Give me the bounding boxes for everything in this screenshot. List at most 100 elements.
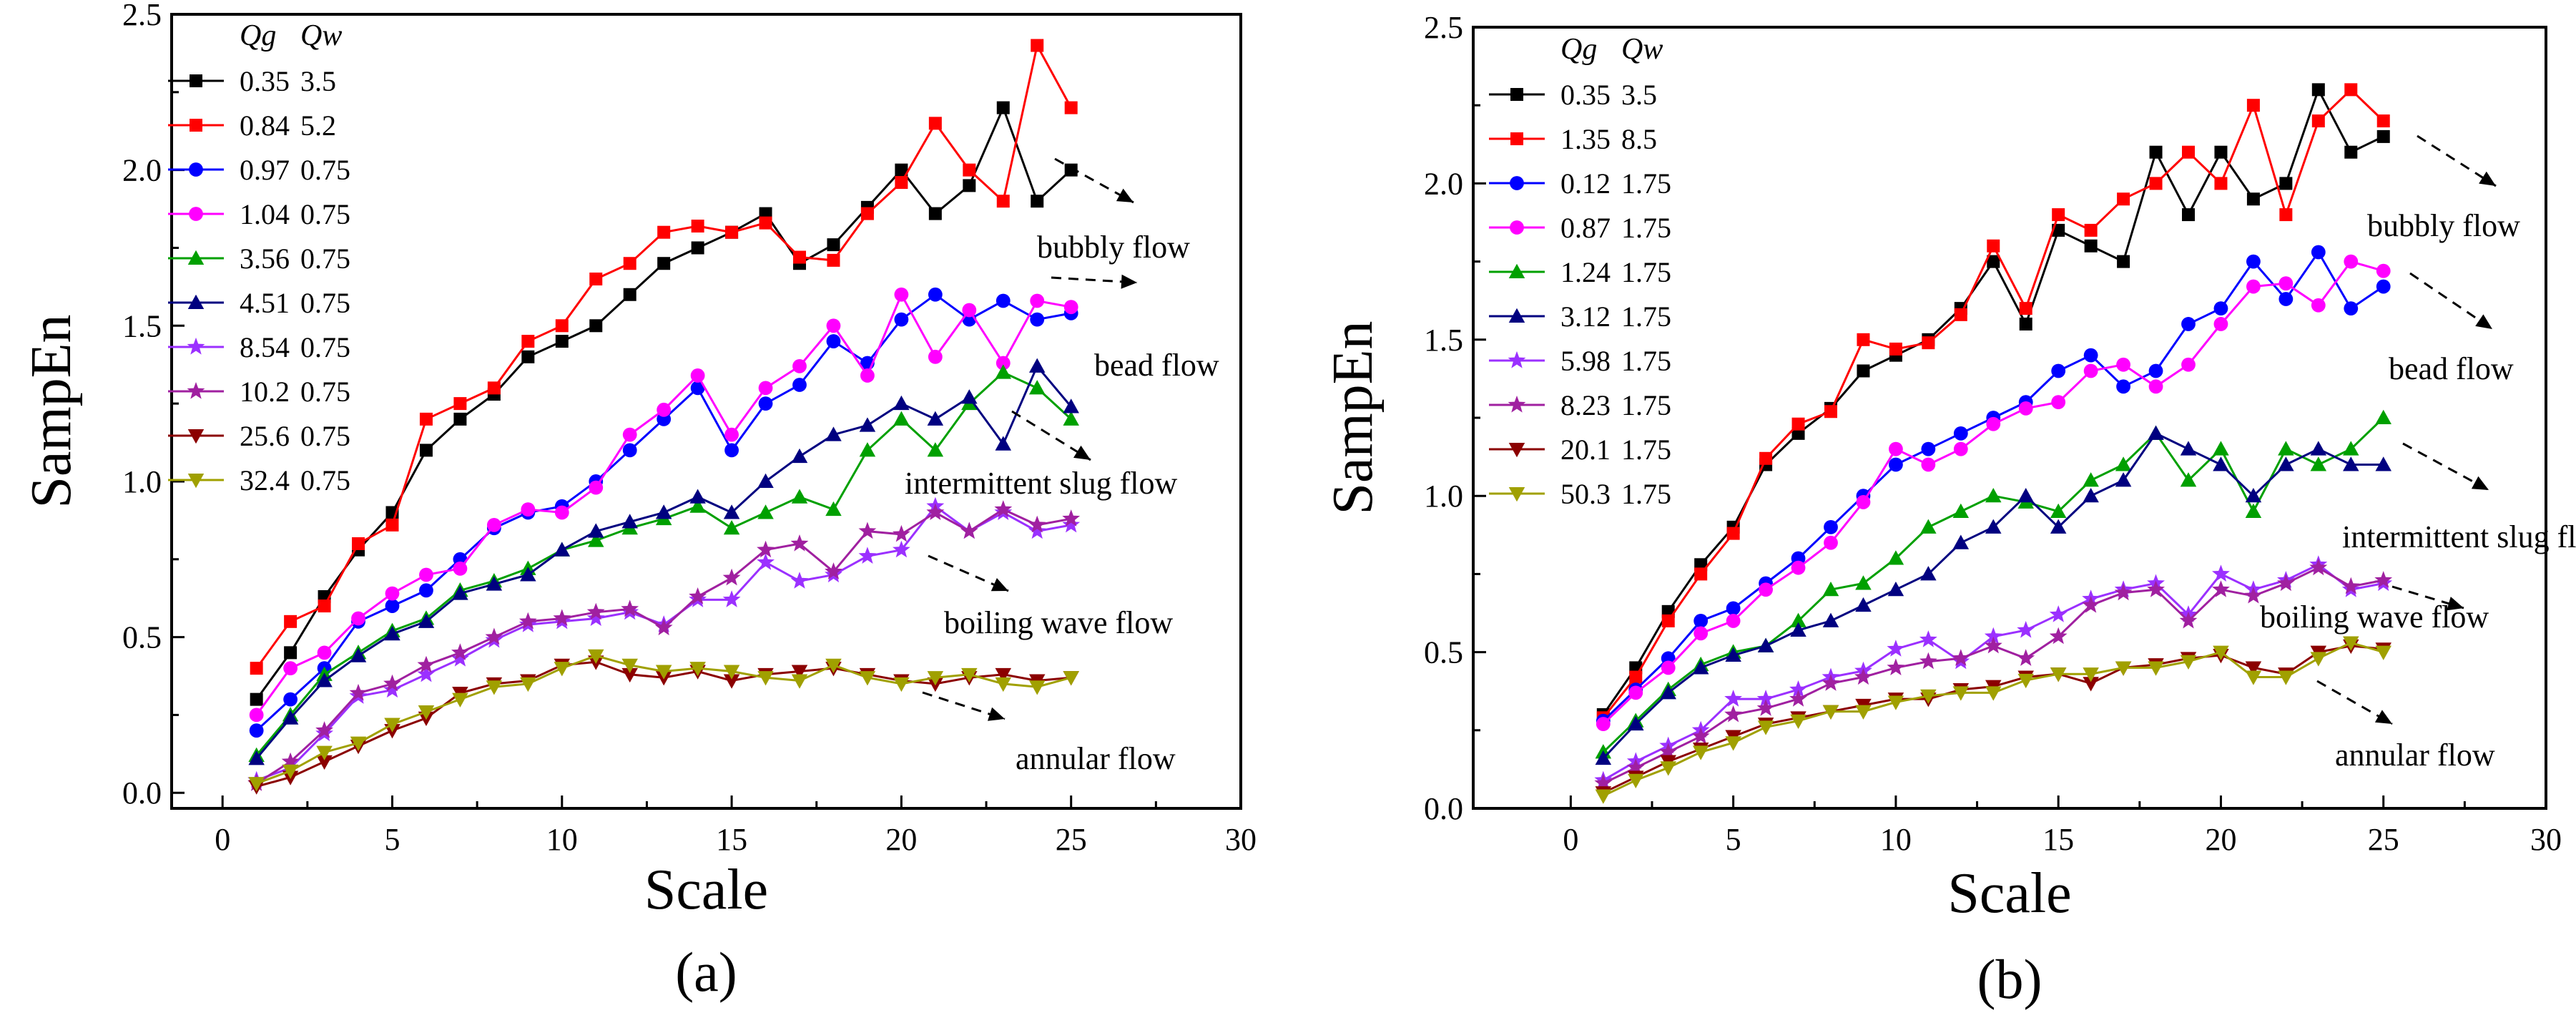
data-point: [555, 335, 569, 348]
data-point: [1725, 736, 1741, 751]
data-point: [655, 504, 672, 519]
annotation-label: intermittent slug flow: [2342, 519, 2576, 554]
data-point: [2115, 456, 2132, 471]
data-point: [521, 335, 535, 348]
data-point: [589, 273, 603, 285]
data-point: [1063, 300, 1078, 315]
legend-qg: 0.97: [240, 154, 290, 186]
data-point: [2343, 636, 2359, 651]
data-point: [1594, 774, 1613, 791]
data-point: [1693, 614, 1709, 628]
legend-qw: 3.5: [1621, 79, 1657, 111]
data-point: [249, 723, 264, 738]
data-point: [791, 448, 808, 464]
legend-qg: 0.84: [240, 109, 290, 142]
data-point: [2052, 208, 2065, 222]
data-point: [1791, 417, 1805, 431]
data-point: [2050, 503, 2067, 519]
data-point: [654, 618, 673, 636]
data-point: [2019, 302, 2032, 315]
data-point: [1789, 680, 1807, 697]
data-point: [723, 504, 740, 519]
legend-marker: [190, 119, 202, 132]
y-axis-label: SampEn: [1322, 320, 1385, 514]
data-point: [419, 412, 433, 426]
legend-header-qw: Qw: [1621, 33, 1663, 66]
plot-frame: [170, 13, 1242, 810]
data-point: [521, 350, 535, 363]
data-point: [2245, 503, 2262, 519]
data-point: [1596, 717, 1611, 731]
data-point: [623, 257, 636, 270]
legend-marker: [1508, 351, 1526, 368]
data-point: [657, 257, 671, 270]
legend-qw: 0.75: [300, 287, 350, 319]
data-point: [2018, 401, 2033, 416]
data-point: [350, 647, 367, 662]
data-point: [1954, 308, 1967, 321]
data-point: [623, 288, 636, 301]
data-point: [825, 426, 842, 441]
x-axis-label: Scale: [644, 858, 768, 921]
data-point: [963, 163, 976, 177]
data-point: [2116, 357, 2130, 372]
data-point: [2050, 519, 2067, 534]
data-point: [1028, 515, 1046, 533]
data-point: [689, 662, 706, 677]
x-tick-label: 30: [1225, 822, 1257, 857]
annotation: bubbly flow: [2367, 134, 2520, 243]
data-point: [1985, 686, 2002, 701]
legend-qw: 0.75: [300, 464, 350, 496]
annotation: intermittent slug flow: [905, 410, 1178, 501]
legend-marker: [187, 382, 205, 399]
data-point: [418, 705, 435, 720]
data-point: [554, 542, 571, 557]
data-point: [250, 662, 263, 675]
data-point: [996, 101, 1010, 114]
annotation-label: annular flow: [1016, 741, 1176, 776]
data-point: [2083, 363, 2098, 378]
data-point: [1661, 660, 1676, 675]
data-point: [792, 378, 807, 392]
data-point: [1031, 195, 1044, 208]
annotation: bubbly flow: [1037, 157, 1190, 265]
legend-qw: 3.5: [300, 65, 336, 97]
data-point: [1987, 239, 2000, 253]
x-tick-label: 5: [384, 822, 400, 857]
data-point: [588, 523, 604, 538]
data-point: [419, 567, 433, 582]
data-point: [586, 609, 605, 626]
y-tick-label: 2.5: [122, 0, 162, 32]
legend-qw: 0.75: [300, 376, 350, 408]
data-point: [2311, 245, 2326, 260]
legend-qw: 1.75: [1621, 389, 1671, 421]
data-point: [1063, 411, 1079, 426]
annotation-label: boiling wave flow: [944, 605, 1173, 640]
data-point: [2182, 208, 2195, 222]
data-point: [791, 665, 808, 680]
y-tick-label: 2.5: [1424, 10, 1463, 45]
data-point: [1857, 364, 1870, 378]
data-point: [2181, 357, 2196, 372]
data-point: [995, 364, 1012, 379]
data-point: [622, 443, 637, 458]
data-point: [2149, 177, 2163, 190]
data-point: [2278, 456, 2294, 471]
data-point: [1028, 358, 1046, 373]
data-point: [858, 522, 877, 539]
data-point: [689, 587, 707, 604]
data-point: [315, 721, 333, 738]
annotation-arrow-head: [988, 707, 1005, 721]
data-point: [1063, 398, 1079, 413]
data-point: [690, 368, 705, 383]
data-point: [2278, 292, 2294, 306]
data-point: [2279, 177, 2293, 190]
data-point: [723, 674, 740, 689]
data-point: [1822, 705, 1839, 720]
data-point: [2148, 379, 2163, 394]
data-point: [860, 368, 875, 383]
annotation-arrow-head: [2471, 476, 2489, 490]
data-point: [827, 253, 840, 267]
annotation: intermittent slug flow: [2342, 442, 2576, 554]
data-point: [2310, 441, 2327, 456]
